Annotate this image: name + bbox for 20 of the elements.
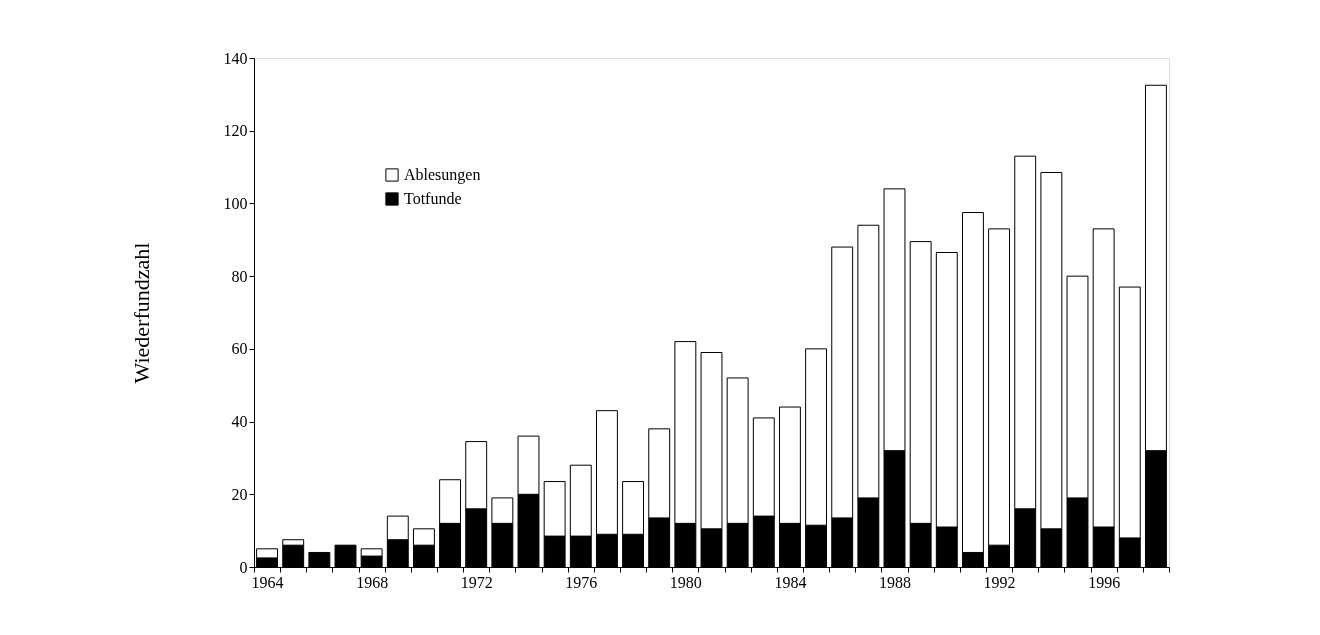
y-tick-label: 100 — [223, 194, 248, 212]
legend-label: Ablesungen — [404, 166, 481, 184]
y-tick-label: 20 — [231, 485, 248, 503]
x-tick-label: 1992 — [983, 573, 1016, 591]
x-tick-label: 1980 — [669, 573, 702, 591]
x-tick-label: 1968 — [356, 573, 389, 591]
legend-label: Totfunde — [404, 190, 462, 207]
x-tick-label: 1976 — [565, 573, 598, 591]
x-tick-label: 1984 — [774, 573, 807, 591]
y-tick-label: 140 — [223, 49, 248, 67]
x-tick-label: 1964 — [251, 573, 284, 591]
y-tick-label: 40 — [231, 413, 248, 431]
y-axis-title: Wiederfundzahl — [128, 242, 154, 384]
x-tick-label: 1972 — [460, 573, 493, 591]
y-tick-label: 80 — [231, 267, 248, 285]
y-tick-label: 120 — [223, 122, 248, 140]
x-tick-label: 1996 — [1088, 573, 1121, 591]
y-tick-label: 60 — [231, 340, 248, 358]
y-tick-label: 0 — [239, 558, 248, 576]
x-tick-label: 1988 — [879, 573, 911, 591]
